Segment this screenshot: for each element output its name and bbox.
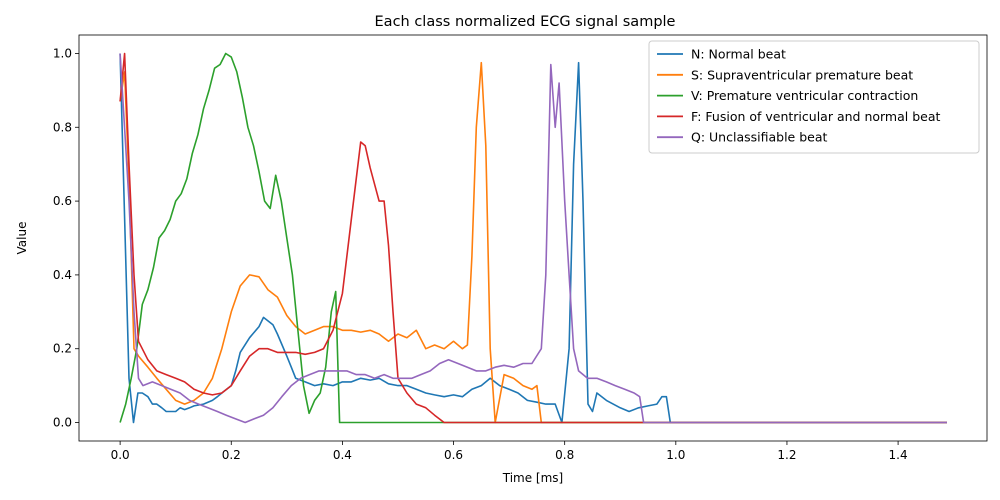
x-tick-label: 0.0 (111, 448, 130, 462)
y-tick-label: 0.2 (53, 342, 72, 356)
x-axis-title: Time [ms] (502, 471, 564, 485)
series-line-v (119, 52, 947, 424)
plot-frame (78, 34, 988, 442)
plot-area (119, 52, 947, 424)
legend-box (648, 40, 980, 154)
x-axis: 0.0 0.2 0.4 0.6 0.8 1.0 1.2 1.4 (111, 441, 908, 462)
x-tick-label: 0.6 (444, 448, 463, 462)
legend: N: Normal beat S: Supraventricular premat… (648, 40, 980, 154)
legend-label: Q: Unclassifiable beat (691, 130, 827, 145)
legend-label: F: Fusion of ventricular and normal beat (691, 109, 940, 124)
y-tick-label: 0.6 (53, 194, 72, 208)
legend-label: V: Premature ventricular contraction (691, 88, 918, 103)
series-line-q (119, 53, 947, 424)
x-tick-label: 0.4 (333, 448, 352, 462)
y-tick-label: 0.8 (53, 120, 72, 134)
y-tick-label: 0.0 (53, 416, 72, 430)
x-tick-label: 0.2 (222, 448, 241, 462)
x-tick-label: 0.8 (555, 448, 574, 462)
series-line-n (119, 53, 947, 424)
y-tick-label: 0.4 (53, 268, 72, 282)
legend-label: S: Supraventricular premature beat (691, 67, 913, 82)
x-tick-label: 1.0 (666, 448, 685, 462)
y-tick-label: 1.0 (53, 46, 72, 60)
series-line-s (119, 61, 947, 424)
chart-title: Each class normalized ECG signal sample (375, 14, 676, 30)
x-tick-label: 1.2 (777, 448, 796, 462)
y-axis: 0.0 0.2 0.4 0.6 0.8 1.0 (53, 46, 79, 430)
x-tick-label: 1.4 (889, 448, 908, 462)
y-axis-title: Value (15, 222, 29, 255)
series-line-f (119, 52, 947, 424)
legend-label: N: Normal beat (691, 47, 786, 62)
